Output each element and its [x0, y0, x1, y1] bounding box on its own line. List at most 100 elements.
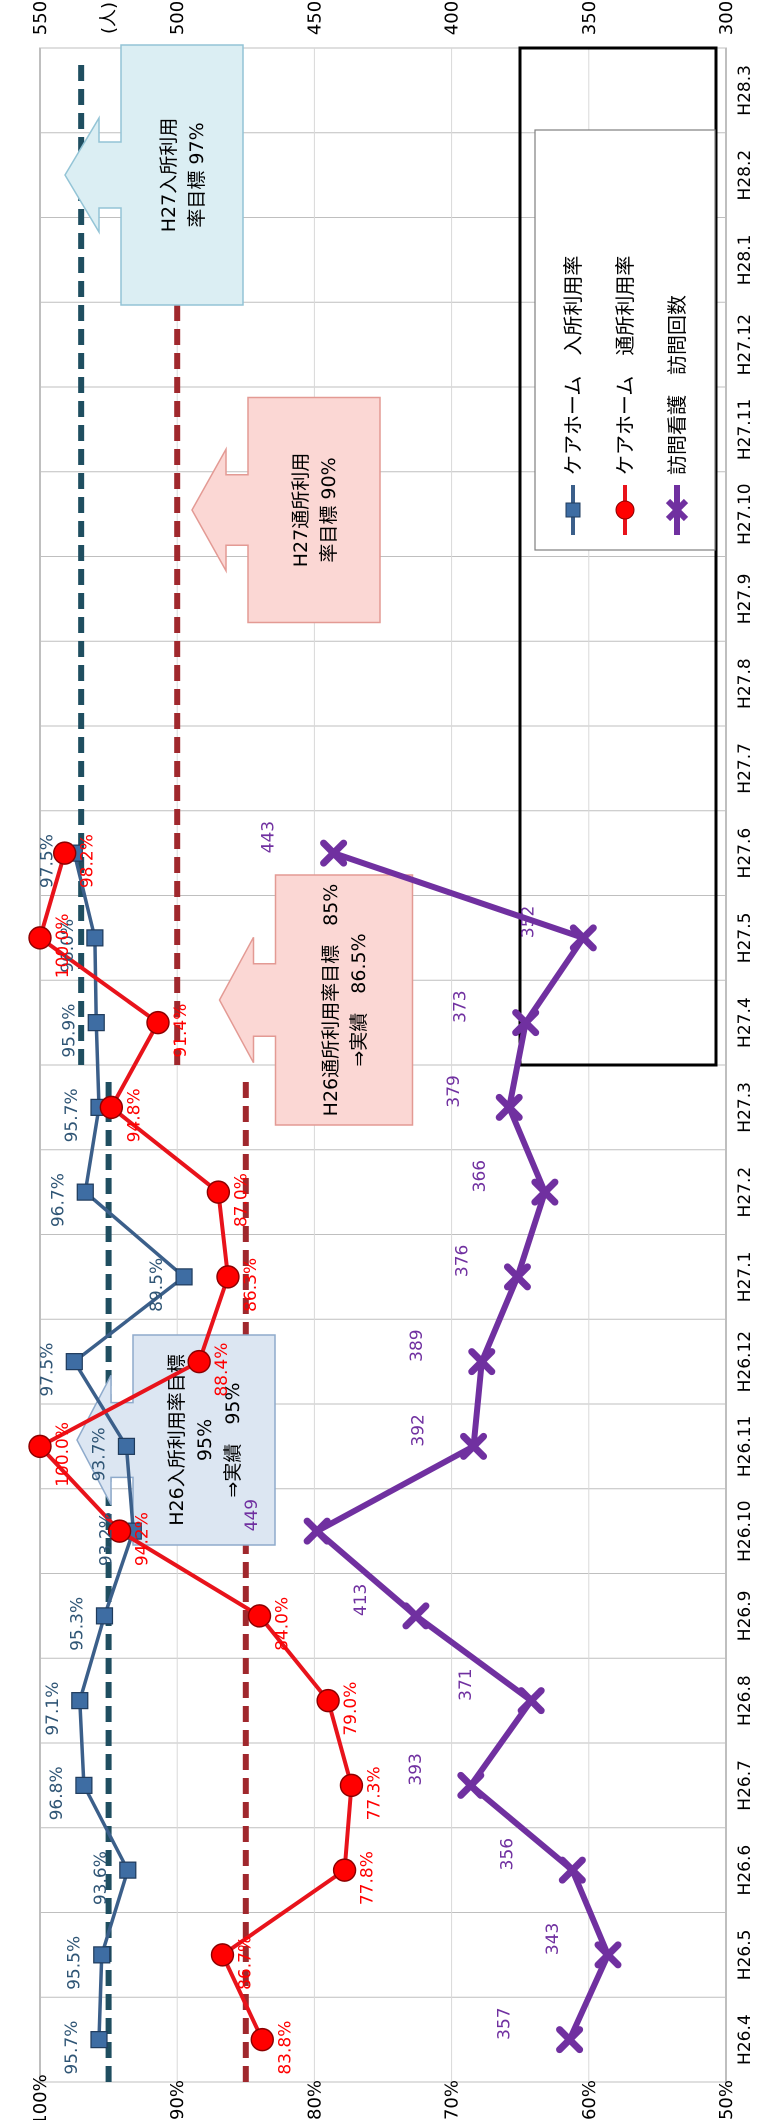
point-care-home-day-use — [206, 1180, 231, 1204]
callout-text: 率目標 97% — [186, 122, 208, 227]
point-care-home-day-use — [99, 1095, 124, 1120]
data-label-2: 393 — [406, 1753, 426, 1785]
callout-h26-out: H26通所利用率目標 85% ⇒実績 86.5% — [218, 874, 414, 1126]
point-visiting-nursing — [517, 1687, 545, 1715]
point-care-home-residential — [71, 1692, 89, 1710]
right-axis-tick: 450 — [304, 1, 325, 35]
point-visiting-nursing — [320, 839, 348, 867]
point-care-home-day-use — [210, 1943, 235, 1967]
marker-stroke — [320, 839, 348, 867]
category-tick: H28.3 — [735, 65, 755, 116]
point-visiting-nursing — [503, 1263, 531, 1291]
data-label-2: 379 — [444, 1075, 464, 1107]
data-label-0: 95.3% — [67, 1597, 87, 1651]
point-visiting-nursing — [495, 1093, 523, 1121]
category-tick: H27.8 — [735, 658, 755, 709]
marker-stroke — [503, 1263, 531, 1291]
data-label-0: 93.7% — [89, 1427, 109, 1481]
left-axis-tick: 80% — [304, 2080, 325, 2120]
legend-entry-0: ケアホーム 入所利用率 — [561, 256, 585, 535]
point-care-home-residential — [76, 1183, 94, 1201]
callout-text: ⇒実績 86.5% — [348, 933, 370, 1066]
legend-swatch-marker — [565, 502, 581, 518]
category-tick: H26.8 — [735, 1675, 755, 1726]
data-label-2: 371 — [456, 1668, 476, 1700]
legend: ケアホーム 入所利用率 ケアホーム 通所利用率 訪問看護 訪問回数 — [534, 129, 716, 551]
category-tick: H27.5 — [735, 913, 755, 964]
category-tick: H27.7 — [735, 743, 755, 794]
data-label-2: 413 — [351, 1584, 371, 1616]
category-tick: H26.11 — [735, 1416, 755, 1477]
marker-stroke — [495, 1093, 523, 1121]
category-tick: H26.12 — [735, 1331, 755, 1392]
data-label-1: 100.0% — [53, 913, 73, 978]
category-tick: H26.7 — [735, 1760, 755, 1811]
marker-stroke — [556, 2026, 584, 2054]
data-label-1: 77.3% — [364, 1766, 384, 1820]
category-tick: H26.4 — [735, 2014, 755, 2065]
point-visiting-nursing — [556, 2026, 584, 2054]
left-axis-tick: 50% — [716, 2080, 737, 2120]
point-care-home-day-use — [28, 1434, 52, 1459]
category-tick: H26.6 — [735, 1845, 755, 1896]
marker-stroke — [531, 1178, 559, 1206]
callout-h26-in: H26入所利用率目標 95% ⇒実績 95% — [76, 1334, 276, 1546]
point-care-home-residential — [86, 929, 104, 947]
point-care-home-day-use — [216, 1265, 240, 1289]
legend-swatch-marker — [665, 498, 689, 522]
point-care-home-residential — [90, 2031, 108, 2049]
data-label-2: 356 — [497, 1838, 517, 1870]
point-care-home-day-use — [107, 1519, 132, 1543]
marker-stroke — [460, 1432, 488, 1460]
right-axis-tick: 400 — [442, 1, 463, 35]
category-tick: H27.11 — [735, 399, 755, 460]
point-visiting-nursing — [402, 1602, 430, 1630]
category-tick: H28.2 — [735, 150, 755, 201]
legend-entry-1: ケアホーム 通所利用率 — [613, 256, 637, 535]
point-visiting-nursing — [531, 1178, 559, 1206]
legend-box — [534, 129, 716, 551]
data-label-1: 83.8% — [275, 2021, 295, 2075]
data-label-0: 96.7% — [48, 1173, 68, 1227]
marker-stroke — [558, 1856, 586, 1884]
data-label-2: 357 — [495, 2007, 515, 2039]
data-label-1: 88.4% — [212, 1343, 232, 1397]
category-tick: H27.4 — [735, 997, 755, 1048]
left-axis-tick: 90% — [167, 2080, 188, 2120]
category-tick: H28.1 — [735, 235, 755, 286]
legend-label: ケアホーム 入所利用率 — [561, 256, 585, 475]
data-label-0: 93.2% — [96, 1512, 116, 1566]
marker-stroke — [512, 1009, 540, 1037]
left-axis-tick: 100% — [30, 2074, 51, 2120]
category-tick: H26.5 — [735, 1930, 755, 1981]
data-label-2: 376 — [452, 1245, 472, 1277]
point-care-home-residential — [95, 1607, 114, 1625]
data-label-2: 366 — [470, 1160, 490, 1192]
data-label-2: 392 — [409, 1414, 429, 1446]
category-tick: H27.9 — [735, 574, 755, 625]
data-label-2: 343 — [543, 1923, 563, 1955]
marker-stroke — [457, 1771, 485, 1799]
point-care-home-residential — [117, 1437, 136, 1455]
category-tick: H26.10 — [735, 1500, 755, 1561]
legend-label: 訪問看護 訪問回数 — [665, 295, 689, 475]
legend-label: ケアホーム 通所利用率 — [613, 256, 637, 475]
data-label-0: 93.6% — [91, 1851, 111, 1905]
data-label-0: 95.9% — [59, 1004, 79, 1058]
right-axis-tick: 550 — [30, 1, 51, 35]
axes: 50% 60% 70% 80% 90% 100% 300 350 400 450 500 550 (人)… — [30, 1, 755, 2120]
callout-shape — [64, 44, 244, 306]
marker-stroke — [303, 1517, 331, 1545]
point-visiting-nursing — [594, 1941, 622, 1969]
data-label-2: 373 — [451, 990, 471, 1022]
point-care-home-day-use — [250, 2027, 274, 2052]
category-tick: H27.12 — [735, 314, 755, 375]
point-visiting-nursing — [569, 924, 597, 952]
right-axis-tick: 500 — [167, 1, 188, 35]
data-labels: 95.7% 95.5% 93.6% 96.8% 97.1% 95.3% 93.2% 93.7%… — [37, 821, 563, 2075]
callout-h27-out: H27通所利用 率目標 90% — [191, 396, 381, 624]
callout-shape — [191, 396, 381, 624]
point-care-home-residential — [93, 1946, 111, 1964]
point-care-home-day-use — [316, 1688, 340, 1713]
callout-text: H26入所利用率目標 — [166, 1354, 188, 1525]
